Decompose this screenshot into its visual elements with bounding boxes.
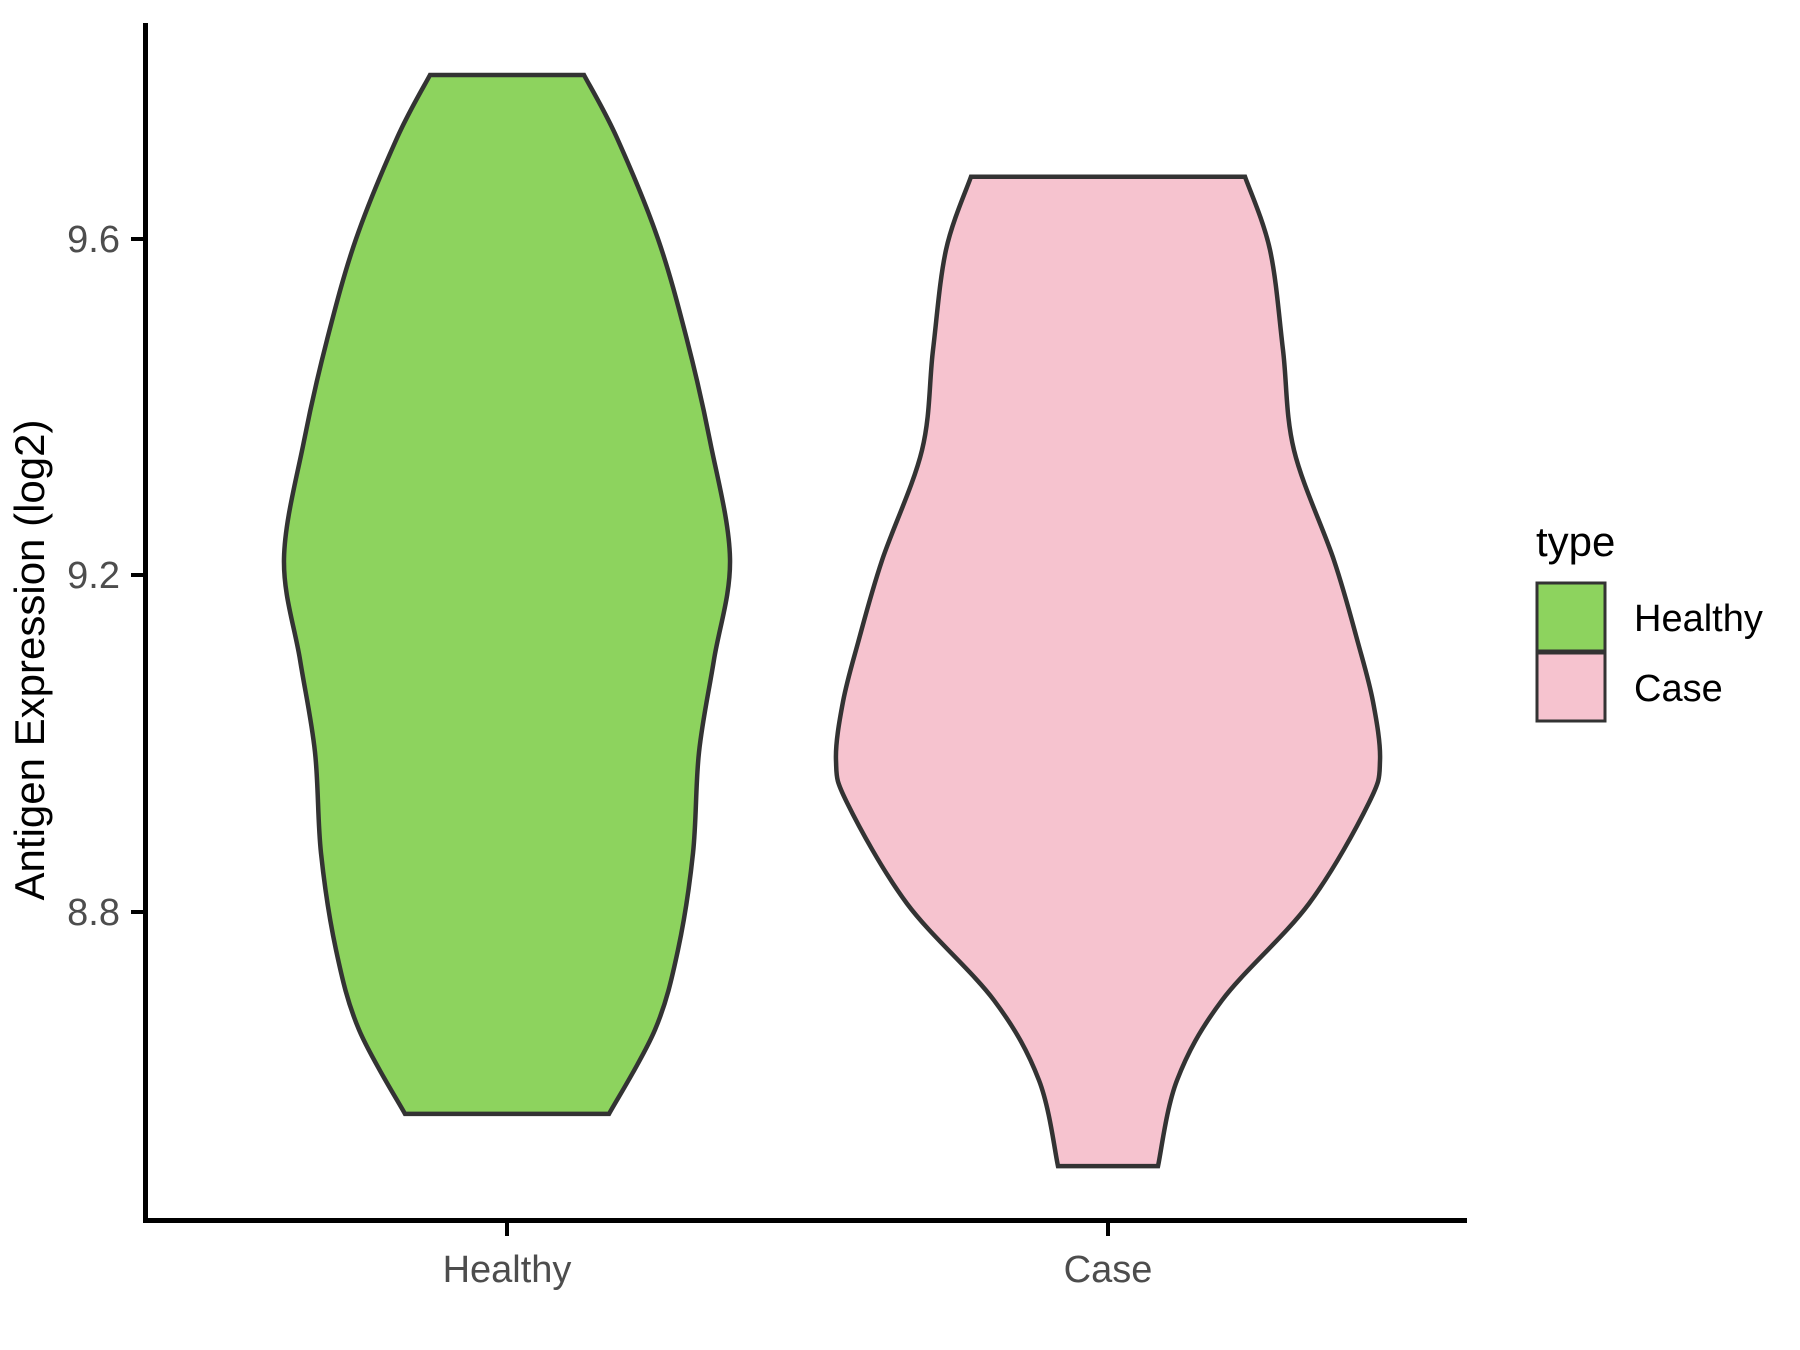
legend-label-case: Case: [1634, 668, 1723, 710]
x-tick-label-healthy: Healthy: [443, 1249, 572, 1291]
violin-healthy: [281, 72, 733, 1117]
violin-layer: [281, 72, 1383, 1169]
y-tick-label-8.8: 8.8: [67, 892, 120, 934]
legend-swatch-healthy: [1535, 581, 1607, 653]
y-tick-label-9.2: 9.2: [67, 555, 120, 597]
y-axis-title: Antigen Expression (log2): [6, 420, 53, 901]
violin-case: [833, 174, 1383, 1169]
y-tick-label-9.6: 9.6: [67, 219, 120, 261]
legend-label-healthy: Healthy: [1634, 598, 1763, 640]
legend-swatch-case: [1535, 651, 1607, 723]
legend: type Healthy Case: [1535, 518, 1763, 723]
x-axis: Healthy Case: [143, 1218, 1467, 1291]
x-tick-label-case: Case: [1064, 1249, 1153, 1291]
legend-title: type: [1536, 518, 1615, 565]
y-axis: 9.6 9.2 8.8 Antigen Expression (log2): [6, 23, 148, 1223]
